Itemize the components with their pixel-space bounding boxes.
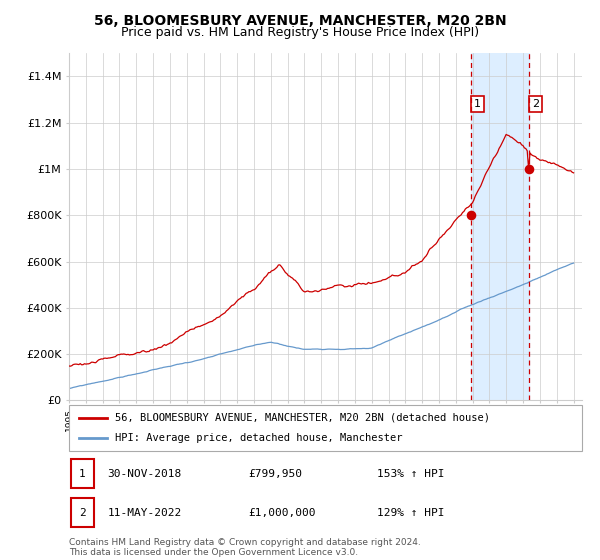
Point <box>466 211 476 220</box>
Text: 11-MAY-2022: 11-MAY-2022 <box>107 508 182 518</box>
FancyBboxPatch shape <box>71 459 94 488</box>
Text: £1,000,000: £1,000,000 <box>248 508 316 518</box>
Text: 1: 1 <box>79 469 85 479</box>
Text: Contains HM Land Registry data © Crown copyright and database right 2024.
This d: Contains HM Land Registry data © Crown c… <box>69 538 421 557</box>
Text: 2: 2 <box>79 508 85 518</box>
FancyBboxPatch shape <box>71 498 94 528</box>
Bar <box>471 53 529 400</box>
Text: 2: 2 <box>532 99 539 109</box>
Text: 56, BLOOMESBURY AVENUE, MANCHESTER, M20 2BN: 56, BLOOMESBURY AVENUE, MANCHESTER, M20 … <box>94 14 506 28</box>
Text: 30-NOV-2018: 30-NOV-2018 <box>107 469 182 479</box>
Text: 1: 1 <box>474 99 481 109</box>
Point <box>524 165 534 174</box>
Text: 129% ↑ HPI: 129% ↑ HPI <box>377 508 444 518</box>
FancyBboxPatch shape <box>69 405 582 451</box>
Text: HPI: Average price, detached house, Manchester: HPI: Average price, detached house, Manc… <box>115 433 403 443</box>
Text: 56, BLOOMESBURY AVENUE, MANCHESTER, M20 2BN (detached house): 56, BLOOMESBURY AVENUE, MANCHESTER, M20 … <box>115 413 490 423</box>
Text: 153% ↑ HPI: 153% ↑ HPI <box>377 469 444 479</box>
Text: £799,950: £799,950 <box>248 469 302 479</box>
Text: Price paid vs. HM Land Registry's House Price Index (HPI): Price paid vs. HM Land Registry's House … <box>121 26 479 39</box>
